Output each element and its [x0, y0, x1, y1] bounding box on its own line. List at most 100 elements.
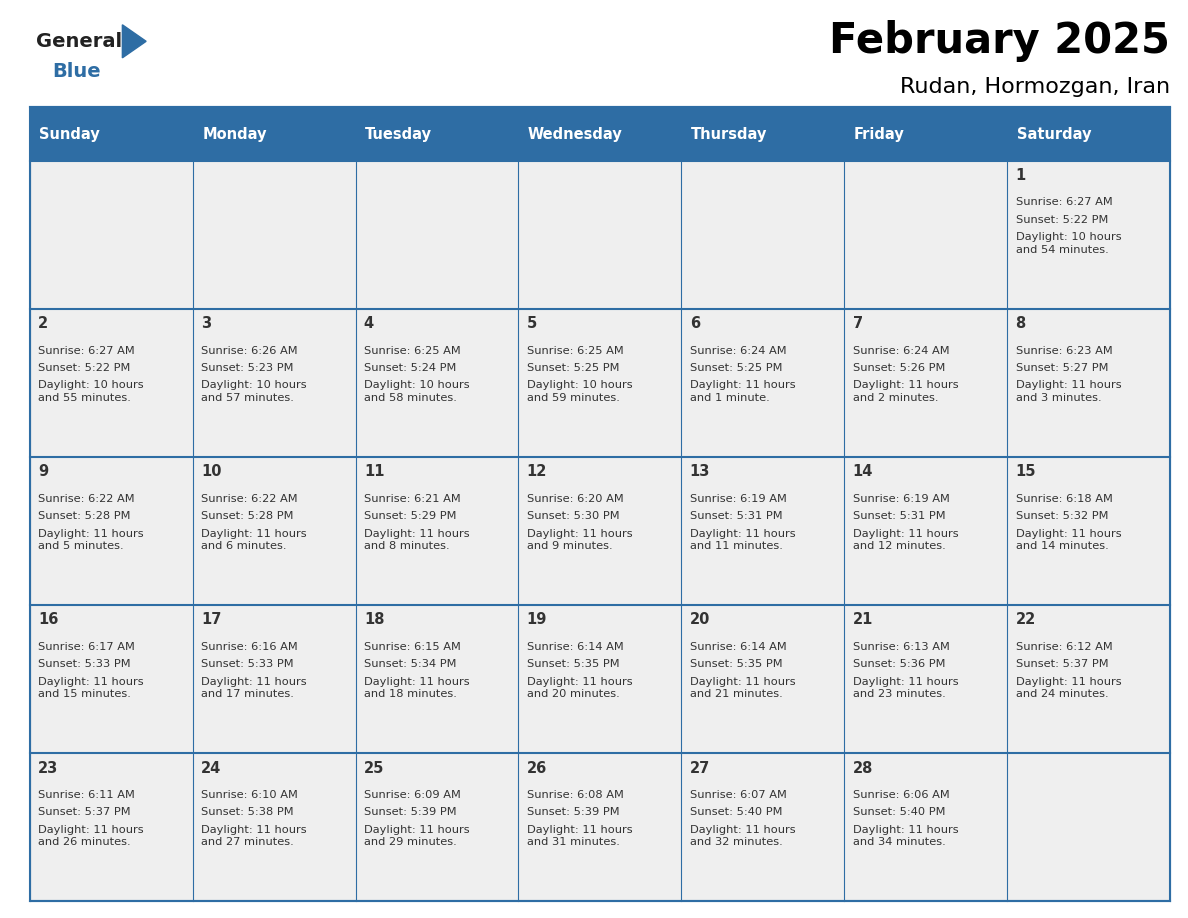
Text: 11: 11	[364, 465, 385, 479]
Text: Friday: Friday	[854, 127, 904, 141]
Bar	[518, 754, 682, 901]
Text: Saturday: Saturday	[1017, 127, 1092, 141]
Text: 19: 19	[526, 612, 548, 628]
Text: Sunset: 5:32 PM: Sunset: 5:32 PM	[1016, 511, 1108, 521]
Text: Daylight: 11 hours
and 8 minutes.: Daylight: 11 hours and 8 minutes.	[364, 529, 469, 551]
Bar	[355, 605, 518, 754]
Text: 3: 3	[201, 316, 211, 331]
Text: Sunset: 5:33 PM: Sunset: 5:33 PM	[201, 659, 293, 669]
Text: 25: 25	[364, 761, 384, 776]
Text: 28: 28	[853, 761, 873, 776]
Bar	[1007, 308, 1170, 457]
Text: Daylight: 11 hours
and 21 minutes.: Daylight: 11 hours and 21 minutes.	[690, 677, 795, 700]
Bar	[30, 754, 192, 901]
Text: Sunrise: 6:06 AM: Sunrise: 6:06 AM	[853, 790, 949, 800]
Text: Sunrise: 6:25 AM: Sunrise: 6:25 AM	[526, 345, 624, 355]
Text: Sunset: 5:39 PM: Sunset: 5:39 PM	[364, 808, 456, 817]
Text: Daylight: 11 hours
and 6 minutes.: Daylight: 11 hours and 6 minutes.	[201, 529, 307, 551]
Text: 17: 17	[201, 612, 221, 628]
Text: 26: 26	[526, 761, 546, 776]
Text: Blue: Blue	[52, 62, 101, 81]
Bar	[355, 457, 518, 605]
Bar	[682, 754, 845, 901]
Text: February 2025: February 2025	[829, 20, 1170, 62]
Bar	[1007, 457, 1170, 605]
Text: Daylight: 11 hours
and 27 minutes.: Daylight: 11 hours and 27 minutes.	[201, 825, 307, 847]
Text: Daylight: 11 hours
and 24 minutes.: Daylight: 11 hours and 24 minutes.	[1016, 677, 1121, 700]
Text: Sunset: 5:27 PM: Sunset: 5:27 PM	[1016, 363, 1108, 373]
Text: Sunrise: 6:19 AM: Sunrise: 6:19 AM	[690, 494, 786, 504]
Text: Daylight: 10 hours
and 59 minutes.: Daylight: 10 hours and 59 minutes.	[526, 380, 632, 403]
Polygon shape	[122, 25, 146, 58]
Text: 24: 24	[201, 761, 221, 776]
Bar	[1007, 754, 1170, 901]
Text: Rudan, Hormozgan, Iran: Rudan, Hormozgan, Iran	[901, 77, 1170, 97]
Text: 9: 9	[38, 465, 49, 479]
Text: 7: 7	[853, 316, 862, 331]
Text: Daylight: 11 hours
and 26 minutes.: Daylight: 11 hours and 26 minutes.	[38, 825, 144, 847]
Text: Sunset: 5:29 PM: Sunset: 5:29 PM	[364, 511, 456, 521]
Bar	[30, 107, 1170, 161]
Text: Sunset: 5:31 PM: Sunset: 5:31 PM	[853, 511, 946, 521]
Text: Sunset: 5:28 PM: Sunset: 5:28 PM	[201, 511, 293, 521]
Text: Sunrise: 6:27 AM: Sunrise: 6:27 AM	[38, 345, 134, 355]
Text: Daylight: 11 hours
and 12 minutes.: Daylight: 11 hours and 12 minutes.	[853, 529, 959, 551]
Text: 15: 15	[1016, 465, 1036, 479]
Bar	[518, 605, 682, 754]
Text: 13: 13	[690, 465, 710, 479]
Bar	[30, 107, 1170, 901]
Text: Daylight: 11 hours
and 34 minutes.: Daylight: 11 hours and 34 minutes.	[853, 825, 959, 847]
Text: Sunset: 5:25 PM: Sunset: 5:25 PM	[690, 363, 782, 373]
Text: Sunrise: 6:23 AM: Sunrise: 6:23 AM	[1016, 345, 1112, 355]
Text: Sunset: 5:22 PM: Sunset: 5:22 PM	[38, 363, 131, 373]
Text: Sunrise: 6:14 AM: Sunrise: 6:14 AM	[526, 642, 624, 652]
Text: Sunrise: 6:25 AM: Sunrise: 6:25 AM	[364, 345, 461, 355]
Bar	[518, 457, 682, 605]
Text: Daylight: 11 hours
and 18 minutes.: Daylight: 11 hours and 18 minutes.	[364, 677, 469, 700]
Text: Sunrise: 6:17 AM: Sunrise: 6:17 AM	[38, 642, 135, 652]
Text: 5: 5	[526, 316, 537, 331]
Text: 18: 18	[364, 612, 385, 628]
Text: Daylight: 11 hours
and 32 minutes.: Daylight: 11 hours and 32 minutes.	[690, 825, 795, 847]
Text: Daylight: 10 hours
and 58 minutes.: Daylight: 10 hours and 58 minutes.	[364, 380, 469, 403]
Bar	[682, 457, 845, 605]
Bar	[845, 754, 1007, 901]
Text: Sunrise: 6:22 AM: Sunrise: 6:22 AM	[201, 494, 297, 504]
Text: Sunrise: 6:21 AM: Sunrise: 6:21 AM	[364, 494, 461, 504]
Text: Sunrise: 6:22 AM: Sunrise: 6:22 AM	[38, 494, 134, 504]
Text: Sunset: 5:25 PM: Sunset: 5:25 PM	[526, 363, 619, 373]
Bar	[192, 161, 355, 308]
Text: Daylight: 11 hours
and 14 minutes.: Daylight: 11 hours and 14 minutes.	[1016, 529, 1121, 551]
Text: 4: 4	[364, 316, 374, 331]
Bar	[845, 308, 1007, 457]
Text: Daylight: 11 hours
and 17 minutes.: Daylight: 11 hours and 17 minutes.	[201, 677, 307, 700]
Bar	[30, 308, 192, 457]
Text: Sunrise: 6:12 AM: Sunrise: 6:12 AM	[1016, 642, 1112, 652]
Text: Sunrise: 6:10 AM: Sunrise: 6:10 AM	[201, 790, 298, 800]
Text: Daylight: 11 hours
and 31 minutes.: Daylight: 11 hours and 31 minutes.	[526, 825, 632, 847]
Text: 10: 10	[201, 465, 221, 479]
Text: 8: 8	[1016, 316, 1025, 331]
Text: Sunset: 5:37 PM: Sunset: 5:37 PM	[38, 808, 131, 817]
Bar	[30, 161, 192, 308]
Bar	[192, 754, 355, 901]
Text: Daylight: 11 hours
and 1 minute.: Daylight: 11 hours and 1 minute.	[690, 380, 795, 403]
Text: Daylight: 11 hours
and 9 minutes.: Daylight: 11 hours and 9 minutes.	[526, 529, 632, 551]
Text: Sunrise: 6:27 AM: Sunrise: 6:27 AM	[1016, 197, 1112, 207]
Bar	[518, 161, 682, 308]
Text: Monday: Monday	[202, 127, 266, 141]
Bar	[192, 308, 355, 457]
Text: Daylight: 10 hours
and 57 minutes.: Daylight: 10 hours and 57 minutes.	[201, 380, 307, 403]
Text: Wednesday: Wednesday	[527, 127, 623, 141]
Text: Sunrise: 6:09 AM: Sunrise: 6:09 AM	[364, 790, 461, 800]
Text: Thursday: Thursday	[691, 127, 767, 141]
Text: 27: 27	[690, 761, 710, 776]
Bar	[682, 605, 845, 754]
Bar	[1007, 605, 1170, 754]
Text: 12: 12	[526, 465, 548, 479]
Bar	[845, 605, 1007, 754]
Text: 21: 21	[853, 612, 873, 628]
Text: Sunset: 5:28 PM: Sunset: 5:28 PM	[38, 511, 131, 521]
Text: Daylight: 10 hours
and 55 minutes.: Daylight: 10 hours and 55 minutes.	[38, 380, 144, 403]
Bar	[355, 754, 518, 901]
